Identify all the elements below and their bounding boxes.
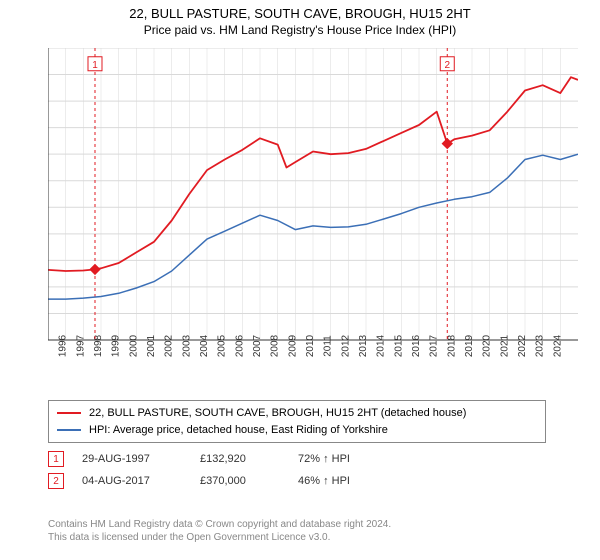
event-pct-2: 46% ↑ HPI (298, 475, 378, 487)
svg-text:2003: 2003 (181, 334, 192, 357)
event-row-2: 2 04-AUG-2017 £370,000 46% ↑ HPI (48, 470, 378, 492)
chart-area: £0£50K£100K£150K£200K£250K£300K£350K£400… (48, 48, 578, 368)
footer-attribution: Contains HM Land Registry data © Crown c… (48, 518, 391, 544)
event-date-2: 04-AUG-2017 (82, 475, 182, 487)
legend-label-property: 22, BULL PASTURE, SOUTH CAVE, BROUGH, HU… (89, 405, 466, 422)
svg-text:2013: 2013 (358, 334, 369, 357)
svg-text:2007: 2007 (252, 334, 263, 357)
svg-text:2023: 2023 (535, 334, 546, 357)
event-price-1: £132,920 (200, 453, 280, 465)
svg-text:2011: 2011 (323, 335, 334, 357)
event-price-2: £370,000 (200, 475, 280, 487)
event-row-1: 1 29-AUG-1997 £132,920 72% ↑ HPI (48, 448, 378, 470)
event-marker-1: 1 (48, 451, 64, 467)
svg-text:2008: 2008 (270, 334, 281, 357)
svg-text:2009: 2009 (287, 334, 298, 357)
svg-text:1997: 1997 (75, 334, 86, 357)
svg-text:2012: 2012 (340, 334, 351, 357)
legend-item-property: 22, BULL PASTURE, SOUTH CAVE, BROUGH, HU… (57, 405, 537, 422)
svg-text:2: 2 (444, 60, 450, 71)
svg-text:2004: 2004 (199, 334, 210, 357)
legend-label-hpi: HPI: Average price, detached house, East… (89, 422, 388, 439)
svg-text:2020: 2020 (482, 334, 493, 357)
event-pct-1: 72% ↑ HPI (298, 453, 378, 465)
svg-text:2006: 2006 (234, 334, 245, 357)
svg-text:2021: 2021 (499, 334, 510, 357)
svg-text:2019: 2019 (464, 334, 475, 357)
svg-text:2014: 2014 (376, 334, 387, 357)
legend-item-hpi: HPI: Average price, detached house, East… (57, 422, 537, 439)
title-address: 22, BULL PASTURE, SOUTH CAVE, BROUGH, HU… (0, 6, 600, 21)
svg-text:2024: 2024 (552, 334, 563, 357)
event-marker-2: 2 (48, 473, 64, 489)
svg-text:2002: 2002 (164, 334, 175, 357)
legend-swatch-property (57, 412, 81, 414)
legend-swatch-hpi (57, 429, 81, 431)
legend-box: 22, BULL PASTURE, SOUTH CAVE, BROUGH, HU… (48, 400, 546, 443)
chart-container: 22, BULL PASTURE, SOUTH CAVE, BROUGH, HU… (0, 0, 600, 560)
title-subtitle: Price paid vs. HM Land Registry's House … (0, 23, 600, 37)
svg-text:2005: 2005 (217, 334, 228, 357)
svg-text:1999: 1999 (111, 334, 122, 357)
event-date-1: 29-AUG-1997 (82, 453, 182, 465)
svg-text:2000: 2000 (128, 334, 139, 357)
svg-text:2010: 2010 (305, 334, 316, 357)
svg-text:2015: 2015 (393, 334, 404, 357)
svg-text:2018: 2018 (446, 334, 457, 357)
svg-text:2017: 2017 (429, 334, 440, 357)
events-table: 1 29-AUG-1997 £132,920 72% ↑ HPI 2 04-AU… (48, 448, 378, 492)
svg-text:2001: 2001 (146, 334, 157, 357)
footer-line1: Contains HM Land Registry data © Crown c… (48, 518, 391, 531)
svg-text:1: 1 (92, 60, 98, 71)
svg-text:1996: 1996 (58, 334, 69, 357)
svg-text:2016: 2016 (411, 334, 422, 357)
titles: 22, BULL PASTURE, SOUTH CAVE, BROUGH, HU… (0, 0, 600, 37)
svg-text:2022: 2022 (517, 334, 528, 357)
line-chart: £0£50K£100K£150K£200K£250K£300K£350K£400… (48, 48, 578, 368)
footer-line2: This data is licensed under the Open Gov… (48, 531, 391, 544)
